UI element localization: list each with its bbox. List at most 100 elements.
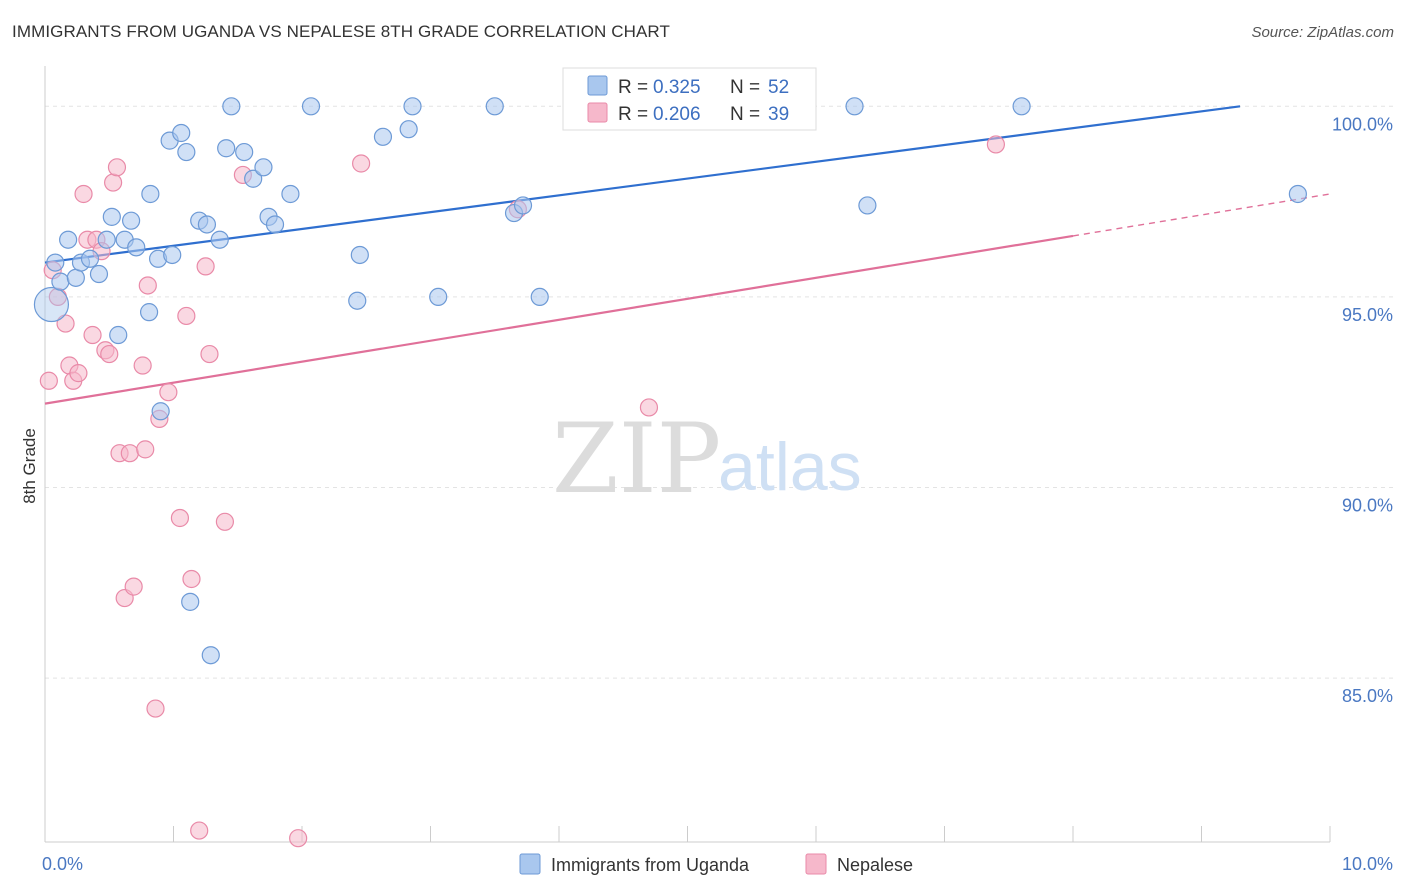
uganda-point [845,97,864,116]
y-tick-label-3: 85.0% [1342,686,1393,706]
legend-swatch-uganda [587,75,608,96]
uganda-point [121,211,141,230]
series-legend-swatch-nepalese [805,853,827,875]
nepalese-point [215,512,234,531]
axes [44,66,1331,843]
uganda-point [127,238,146,257]
trendline-nepalese [44,234,1074,405]
uganda-point [373,127,393,146]
uganda-point [177,142,196,162]
uganda-point [197,215,217,234]
nepalese-point [146,699,165,718]
uganda-point [109,325,128,345]
x-tick-label-0: 0.0% [42,854,83,874]
uganda-point [485,97,504,116]
nepalese-point [170,508,190,528]
nepalese-point [182,569,201,589]
trendline-uganda [44,105,1241,264]
uganda-point [399,120,418,139]
uganda-point [151,402,170,421]
nepalese-point [159,383,178,402]
uganda-point [102,207,121,226]
series-legend: Immigrants from Uganda Nepalese [519,853,913,875]
y-tick-label-2: 90.0% [1342,495,1393,515]
legend-n-value-uganda: 52 [768,77,789,98]
series-legend-label-nepalese: Nepalese [837,855,913,875]
y-tick-labels: 100.0% 95.0% 90.0% 85.0% [1332,114,1393,706]
uganda-point [858,196,877,215]
y-axis-title: 8th Grade [20,428,39,504]
legend-swatch-nepalese [587,102,608,123]
uganda-point [139,303,159,322]
uganda-point [59,230,78,249]
nepalese-point [190,821,209,840]
uganda-point [530,287,549,307]
nepalese-point [39,371,58,390]
uganda-point [46,253,65,272]
uganda-point [1288,184,1307,204]
legend-r-label-nepalese: R = [618,104,648,125]
uganda-point [163,245,182,265]
uganda-point [97,230,116,249]
uganda-point [403,97,422,116]
y-tick-label-0: 100.0% [1332,114,1393,134]
uganda-point [222,97,241,116]
legend-r-value-uganda: 0.325 [653,77,701,98]
nepalese-point [639,398,659,417]
legend-n-label-nepalese: N = [730,104,760,125]
uganda-point [181,592,200,611]
uganda-point [281,184,300,204]
nepalese-point [136,440,155,459]
uganda-point [51,272,70,291]
uganda-point [33,286,70,323]
uganda-point [80,249,100,268]
uganda-point [513,196,533,215]
legend-n-label-uganda: N = [730,77,760,98]
y-tick-label-1: 95.0% [1342,305,1393,325]
nepalese-point [107,158,127,177]
uganda-point [66,268,85,287]
series-legend-swatch-uganda [519,853,541,875]
chart-title: IMMIGRANTS FROM UGANDA VS NEPALESE 8TH G… [12,22,670,41]
nepalese-point [83,325,102,345]
nepalese-point [104,173,123,192]
watermark: ZIP atlas [552,403,862,515]
correlation-legend: R = 0.325 N = 52 R = 0.206 N = 39 [562,67,817,131]
uganda-point [217,139,236,158]
nepalese-point [196,257,215,276]
source-label: Source: ZipAtlas.com [1251,24,1394,41]
nepalese-point [133,356,152,375]
grid-lines [45,105,1395,679]
uganda-point [172,123,191,143]
x-tick-labels: 0.0% 10.0% [42,854,1393,874]
nepalese-point [100,344,119,364]
nepalese-point [120,444,139,463]
watermark-atlas: atlas [718,429,862,505]
uganda-point [429,287,448,307]
uganda-point [235,142,254,162]
nepalese-point [177,306,196,326]
uganda-point [201,646,220,665]
nepalese-point [986,135,1006,154]
nepalese-point [74,184,93,204]
nepalese-point [200,344,219,364]
legend-r-label-uganda: R = [618,77,648,98]
uganda-point [210,230,229,249]
trend-lines [44,105,1331,405]
uganda-point [141,184,160,204]
nepalese-point [124,577,143,596]
legend-n-value-nepalese: 39 [768,104,789,125]
legend-r-value-nepalese: 0.206 [653,104,701,125]
watermark-zip: ZIP [552,403,721,515]
uganda-point [301,97,321,116]
nepalese-point [289,829,308,848]
uganda-point [244,169,263,188]
uganda-point [1012,97,1031,116]
uganda-point [350,245,369,265]
x-tick-label-1: 10.0% [1342,854,1393,874]
series-legend-label-uganda: Immigrants from Uganda [551,855,750,875]
uganda-point [89,264,109,284]
nepalese-point [352,154,371,173]
nepalese-point [138,276,157,295]
